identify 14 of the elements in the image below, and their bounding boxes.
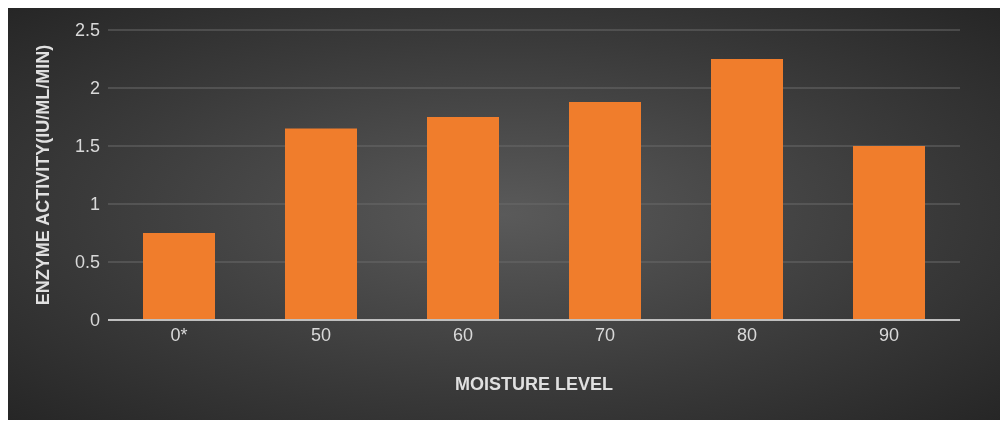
x-tick-label: 0* (170, 324, 188, 345)
y-tick-label: 2.5 (74, 20, 100, 41)
y-tick-label: 0.5 (74, 252, 100, 273)
y-tick-label: 0 (89, 310, 100, 331)
x-tick-label: 70 (594, 324, 616, 345)
y-tick-label: 1.5 (74, 136, 100, 157)
x-tick-label: 80 (736, 324, 758, 345)
y-tick-label: 1 (89, 194, 100, 215)
x-tick-label: 90 (878, 324, 900, 345)
y-axis-title: ENZYME ACTIVITY(IU/ML/MIN) (33, 44, 54, 306)
y-tick-label: 2 (89, 78, 100, 99)
x-tick-label: 50 (310, 324, 332, 345)
x-axis-title: MOISTURE LEVEL (454, 374, 614, 394)
x-tick-label: 60 (452, 324, 474, 345)
